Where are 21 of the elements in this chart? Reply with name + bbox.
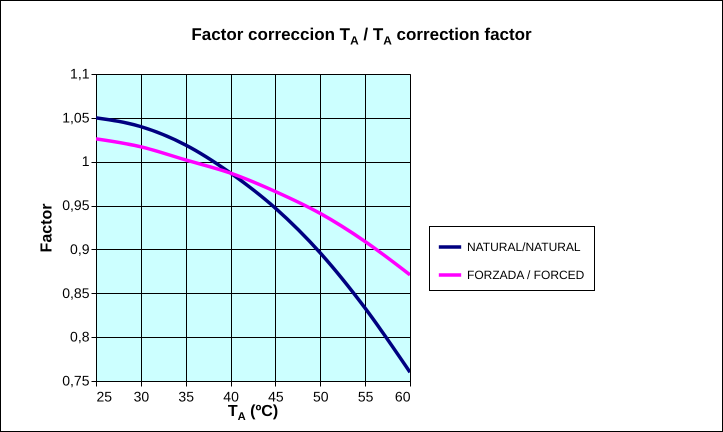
y-tick-label: 0,9 [70, 240, 90, 257]
y-tick-label: 0,95 [62, 197, 90, 214]
x-tick-label: 35 [178, 388, 194, 404]
x-tick-label: 60 [394, 388, 411, 404]
y-tick-label: 1,05 [62, 109, 90, 126]
x-tick-label: 30 [134, 388, 150, 404]
y-tick-label: 0,8 [70, 328, 90, 345]
y-axis-title: Factor [38, 204, 56, 252]
y-tick-label: 0,85 [62, 284, 90, 301]
y-tick-label: 1 [82, 153, 90, 170]
legend-label: FORZADA / FORCED [467, 268, 585, 282]
x-tick-label: 25 [96, 388, 112, 404]
chart-title: Factor correccion T$_{A}$ / T$_{A}$ correction factor [190, 25, 533, 48]
x-tick-label: 55 [358, 388, 374, 404]
y-tick-label: 1,1 [70, 66, 90, 82]
y-tick-label: 0,75 [62, 372, 90, 388]
x-tick-label: 50 [312, 388, 329, 404]
legend-label: NATURAL/NATURAL [467, 240, 581, 254]
x-tick-label: 40 [223, 388, 240, 404]
x-tick-label: 45 [268, 388, 284, 404]
x-axis-title: T$_{A}$ (ºC) [226, 403, 280, 424]
